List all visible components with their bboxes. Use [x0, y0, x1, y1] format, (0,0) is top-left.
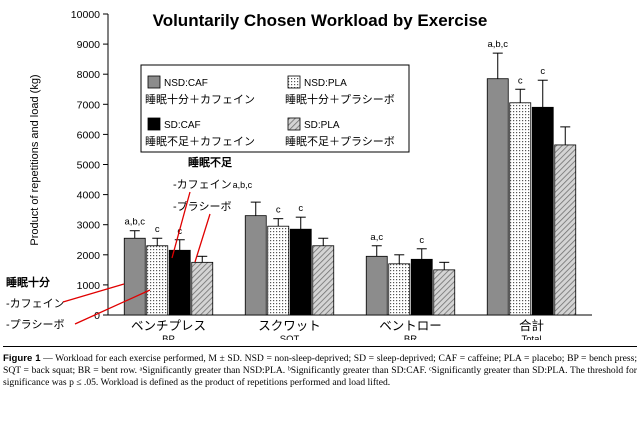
x-category-abbrev: BR	[404, 334, 417, 340]
legend-series-name: NSD:PLA	[304, 78, 347, 89]
significance-label: a,b,c	[487, 39, 508, 50]
annotation-nsd-heading: 睡眠十分	[6, 275, 50, 289]
bar	[388, 263, 411, 316]
legend-series-desc: 睡眠十分＋プラシーボ	[285, 92, 395, 106]
bar	[289, 228, 312, 316]
x-category-label: スクワット	[258, 319, 321, 333]
y-tick-label: 9000	[77, 39, 101, 51]
legend-series-desc: 睡眠十分＋カフェイン	[145, 92, 255, 106]
bar	[244, 215, 267, 316]
annotation-nsd-pla: -プラシーボ	[6, 318, 64, 331]
bar	[146, 245, 169, 316]
significance-label: c	[419, 235, 424, 246]
y-tick-label: 10000	[71, 9, 100, 21]
workload-bar-chart: Voluntarily Chosen Workload by Exercise …	[6, 9, 592, 340]
figure-caption: Figure 1 — Workload for each exercise pe…	[3, 346, 637, 389]
significance-label: c	[518, 75, 523, 86]
bar	[168, 249, 191, 316]
y-tick-label: 3000	[77, 220, 101, 232]
x-category-label: ベンチプレス	[131, 319, 206, 333]
pointer-line-sd-pla	[194, 213, 211, 263]
legend-swatch	[147, 75, 161, 89]
bar	[191, 261, 214, 316]
significance-label: c	[298, 203, 303, 214]
y-tick-label: 2000	[77, 250, 101, 262]
annotation-sd-caf-sig: a,b,c	[233, 180, 253, 190]
bar	[554, 144, 577, 316]
annotation-sd-caf: -カフェインa,b,c	[173, 178, 253, 191]
bar	[433, 269, 456, 316]
annotation-sd-heading: 睡眠不足	[188, 155, 233, 169]
x-category-label: 合計	[519, 318, 544, 333]
significance-label: a,b,c	[124, 217, 145, 228]
legend-series-desc: 睡眠不足＋プラシーボ	[285, 135, 395, 148]
legend-swatch	[287, 117, 301, 131]
y-axis-label: Product of repetitions and load (kg)	[29, 74, 41, 245]
legend-swatch	[287, 75, 301, 89]
bar	[509, 102, 532, 316]
legend-series-name: SD:CAF	[164, 120, 201, 131]
bar	[531, 106, 554, 316]
y-tick-label: 0	[94, 310, 100, 322]
x-category-abbrev: BP	[162, 334, 175, 340]
y-tick-label: 4000	[77, 190, 101, 202]
pointer-line-nsd-caf	[62, 283, 125, 303]
significance-label: c	[276, 205, 281, 216]
y-tick-label: 1000	[77, 280, 101, 292]
legend-series-desc: 睡眠不足＋カフェイン	[145, 135, 255, 148]
bar	[267, 225, 290, 316]
pointer-line-sd-caf	[171, 191, 191, 259]
bar	[410, 258, 433, 316]
legend-box	[140, 64, 410, 153]
significance-label: c	[155, 224, 160, 235]
bar	[123, 237, 146, 316]
y-tick-label: 7000	[77, 99, 101, 111]
bar	[312, 245, 335, 316]
legend-series-name: NSD:CAF	[164, 78, 208, 89]
x-category-abbrev: SQT	[280, 334, 300, 340]
x-category-abbrev: Total	[521, 334, 541, 340]
annotation-nsd-caf: -カフェイン	[6, 297, 65, 310]
chart-title: Voluntarily Chosen Workload by Exercise	[153, 11, 488, 30]
y-tick-label: 8000	[77, 69, 101, 81]
pointer-line-nsd-pla	[74, 289, 151, 325]
legend-swatch	[147, 117, 161, 131]
y-tick-label: 5000	[77, 160, 101, 172]
significance-label: c	[540, 66, 545, 77]
caption-text: — Workload for each exercise performed, …	[3, 353, 637, 388]
bar	[365, 255, 388, 316]
caption-label: Figure 1	[3, 353, 41, 364]
annotation-sd-pla: -プラシーボ	[173, 200, 231, 213]
x-category-label: ベントロー	[379, 319, 442, 333]
bar	[486, 78, 509, 316]
significance-label: a,c	[370, 232, 383, 243]
y-tick-label: 6000	[77, 129, 101, 141]
legend-series-name: SD:PLA	[304, 120, 340, 131]
